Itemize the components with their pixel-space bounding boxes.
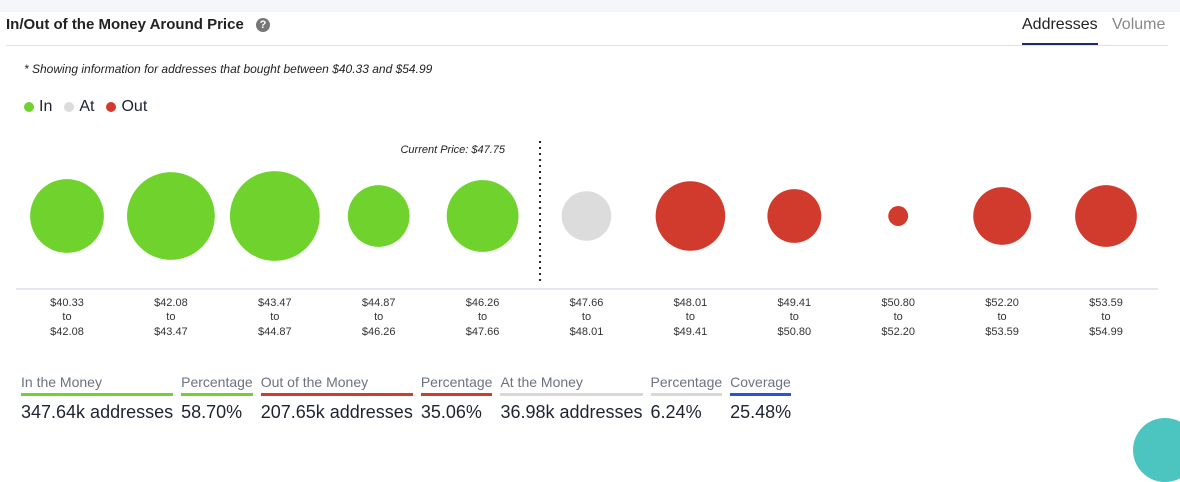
x-tick-label: to (894, 311, 903, 323)
legend-item-in: In (24, 98, 52, 116)
x-tick-label: $50.80 (881, 297, 915, 309)
legend-dot-icon (24, 102, 34, 112)
x-tick-label: $42.08 (154, 297, 188, 309)
range-note: * Showing information for addresses that… (24, 62, 433, 76)
bubble-out (655, 181, 726, 251)
stat-value: 25.48% (730, 402, 792, 422)
stat-at-the-money: At the Money 36.98k addresses (500, 374, 643, 423)
stat-coverage: Coverage 25.48% (730, 374, 792, 423)
x-tick-label: to (62, 311, 71, 323)
x-tick-label: $47.66 (570, 297, 604, 309)
page-title: In/Out of the Money Around Price (6, 16, 244, 33)
stat-value: 58.70% (181, 402, 243, 422)
stat-percentage: Percentage 6.24% (650, 374, 723, 423)
legend-label: At (79, 98, 95, 115)
divider (6, 45, 1168, 46)
x-tick-label: to (582, 311, 591, 323)
stat-label: At the Money (500, 374, 643, 396)
x-tick-label: $49.41 (674, 326, 708, 338)
bubble-out (973, 187, 1031, 245)
legend-item-out: Out (106, 98, 147, 116)
x-tick-label: $40.33 (50, 297, 84, 309)
x-tick-label: $44.87 (258, 326, 292, 338)
top-strip (0, 0, 1180, 12)
x-tick-label: $50.80 (777, 326, 811, 338)
stat-value: 347.64k addresses (21, 402, 174, 422)
x-tick-label: $48.01 (570, 326, 604, 338)
legend-dot-icon (64, 102, 75, 112)
x-tick-label: $42.08 (50, 326, 84, 338)
legend-label: Out (121, 98, 148, 115)
x-tick-label: $53.59 (1089, 297, 1123, 309)
stat-label: In the Money (21, 374, 174, 396)
bubble-chart: $40.33 to $42.08 $42.08 to $43.47 $43.47 to $44.… (16, 141, 1158, 338)
bubble-in (30, 179, 104, 253)
stat-label: Percentage (181, 374, 253, 396)
x-tick-label: $54.99 (1089, 326, 1123, 338)
stat-in-the-money: In the Money 347.64k addresses (21, 374, 174, 423)
x-tick-label: $46.26 (466, 297, 500, 309)
x-tick-label: to (166, 311, 175, 323)
bubble-in (229, 171, 320, 261)
stat-value: 6.24% (650, 402, 702, 422)
stat-value: 207.65k addresses (260, 402, 413, 422)
x-tick-label: $52.20 (881, 326, 915, 338)
bubble-out (888, 206, 909, 226)
x-tick-label: $49.41 (777, 297, 811, 309)
x-tick-label: $52.20 (985, 297, 1019, 309)
legend-label: In (39, 98, 53, 115)
x-tick-label: $44.87 (362, 297, 396, 309)
stat-value: 36.98k addresses (500, 402, 643, 422)
x-tick-label: to (686, 311, 695, 323)
x-tick-label: to (790, 311, 799, 323)
current-price-label: Current Price: $47.75 (400, 144, 505, 156)
bubble-at (561, 191, 612, 241)
tab-addresses[interactable]: Addresses (1022, 16, 1098, 46)
stat-label: Out of the Money (260, 374, 413, 396)
stat-label: Percentage (420, 374, 493, 396)
x-tick-label: to (998, 311, 1007, 323)
x-tick-label: $46.26 (362, 326, 396, 338)
question-circle-icon[interactable]: ? (256, 18, 270, 32)
stat-value: 35.06% (420, 402, 482, 422)
bubble-out (1075, 185, 1137, 247)
bubble-in (347, 185, 410, 247)
x-tick-label: $48.01 (674, 297, 708, 309)
legend: In At Out (24, 98, 151, 116)
stat-percentage: Percentage 58.70% (181, 374, 253, 423)
legend-item-at: At (64, 98, 94, 116)
stat-label: Percentage (650, 374, 723, 396)
bubble-out (767, 189, 822, 243)
bubble-in (127, 172, 215, 260)
x-tick-label: $53.59 (985, 326, 1019, 338)
stats-row: In the Money 347.64k addresses Percentage 5… (21, 374, 799, 423)
x-tick-label: to (1101, 311, 1110, 323)
bubble-in (446, 180, 519, 252)
tab-volume[interactable]: Volume (1112, 16, 1166, 33)
x-tick-label: to (374, 311, 383, 323)
x-tick-label: to (478, 311, 487, 323)
legend-dot-icon (106, 102, 117, 112)
stat-label: Coverage (730, 374, 792, 396)
x-tick-label: to (270, 311, 279, 323)
x-tick-label: $47.66 (466, 326, 500, 338)
stat-out-of-the-money: Out of the Money 207.65k addresses (260, 374, 413, 423)
x-tick-label: $43.47 (154, 326, 188, 338)
stat-percentage: Percentage 35.06% (420, 374, 493, 423)
x-tick-label: $43.47 (258, 297, 292, 309)
chat-button[interactable] (1133, 418, 1180, 482)
